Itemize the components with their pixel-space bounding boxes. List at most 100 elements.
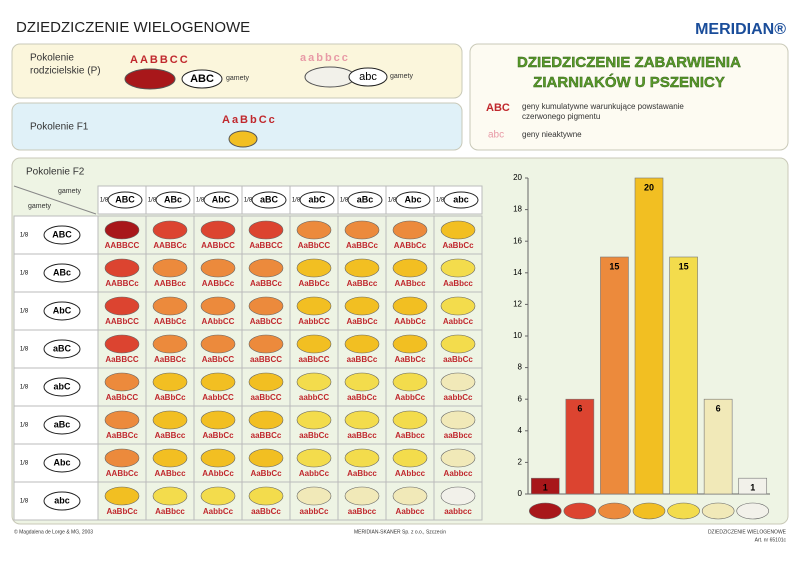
genotype: AaBbCc bbox=[394, 355, 426, 364]
kernel bbox=[152, 372, 188, 392]
gamete: ABC bbox=[190, 73, 214, 85]
kernel bbox=[440, 486, 476, 506]
fraction: 1/8 bbox=[388, 198, 397, 204]
gamete-oval bbox=[395, 191, 431, 209]
kernel bbox=[344, 410, 380, 430]
genotype: aaBbcc bbox=[348, 507, 377, 516]
gamete-oval bbox=[107, 191, 143, 209]
kernel bbox=[104, 486, 140, 506]
gamete-oval bbox=[443, 191, 479, 209]
brand: MERIDIAN® bbox=[695, 21, 786, 38]
gametes-label: gamety bbox=[390, 73, 413, 80]
kernel bbox=[248, 448, 284, 468]
kernel bbox=[344, 486, 380, 506]
kernel bbox=[104, 296, 140, 316]
gamete-oval bbox=[43, 339, 81, 359]
kernel bbox=[248, 372, 284, 392]
gamete: abc bbox=[453, 194, 469, 204]
genotype: aaBbCc bbox=[443, 355, 473, 364]
kernel bbox=[296, 410, 332, 430]
genotype: AABbCC bbox=[201, 241, 235, 250]
value-label: 1 bbox=[543, 483, 548, 493]
kernel bbox=[344, 258, 380, 278]
genotype: AABbCc bbox=[202, 279, 235, 288]
genotype: AaBbCc bbox=[222, 114, 277, 126]
kernel bbox=[440, 258, 476, 278]
fraction: 1/8 bbox=[436, 198, 445, 204]
kernel bbox=[104, 334, 140, 354]
fraction: 1/8 bbox=[100, 198, 109, 204]
value-label: 6 bbox=[716, 404, 721, 414]
genotype: AaBbcc bbox=[395, 431, 425, 440]
article: Art. nr 65101c bbox=[755, 537, 787, 543]
kernel bbox=[392, 258, 428, 278]
fraction: 1/8 bbox=[20, 309, 29, 315]
kernel bbox=[152, 296, 188, 316]
kernel bbox=[200, 334, 236, 354]
genotype: aaBbCc bbox=[299, 431, 329, 440]
parental-label: Pokolenie bbox=[30, 53, 74, 64]
gamete: Abc bbox=[404, 194, 421, 204]
genotype: aaBBcc bbox=[347, 431, 377, 440]
kernel bbox=[104, 258, 140, 278]
parental-label: rodzicielskie (P) bbox=[30, 66, 101, 77]
genotype: AABBCc bbox=[153, 241, 187, 250]
genotype: aabbcc bbox=[444, 507, 472, 516]
gamete: aBC bbox=[53, 343, 72, 353]
info-title: ZIARNIAKÓW U PSZENICY bbox=[533, 73, 725, 91]
legend-symbol: ABC bbox=[486, 102, 510, 114]
kernel bbox=[104, 448, 140, 468]
genotype: AaBbCc bbox=[346, 317, 378, 326]
gamete: abC bbox=[53, 381, 71, 391]
kernel bbox=[736, 502, 770, 520]
genotype: aabbcc bbox=[300, 52, 350, 64]
kernel bbox=[296, 448, 332, 468]
kernel bbox=[152, 448, 188, 468]
kernel bbox=[528, 502, 562, 520]
genotype: AaBbCc bbox=[250, 469, 282, 478]
gamete-oval bbox=[43, 453, 81, 473]
value-label: 1 bbox=[750, 483, 755, 493]
bar bbox=[669, 256, 698, 495]
genotype: aabbCc bbox=[444, 393, 473, 402]
kernel bbox=[152, 486, 188, 506]
fraction: 1/8 bbox=[244, 198, 253, 204]
genotype: AabbCC bbox=[298, 317, 330, 326]
fraction: 1/8 bbox=[20, 271, 29, 277]
fraction: 1/8 bbox=[148, 198, 157, 204]
bar bbox=[738, 477, 768, 495]
genotype: AabbCc bbox=[299, 469, 330, 478]
genotype: AabbCc bbox=[203, 507, 234, 516]
kernel bbox=[304, 66, 356, 88]
kernel bbox=[440, 372, 476, 392]
kernel bbox=[392, 486, 428, 506]
genotype: AABbCc bbox=[394, 241, 427, 250]
fraction: 1/8 bbox=[20, 233, 29, 239]
genotype: aaBBCc bbox=[347, 355, 378, 364]
gamete-oval bbox=[43, 301, 81, 321]
kernel bbox=[344, 334, 380, 354]
y-tick-label: 8 bbox=[518, 363, 523, 372]
legend-text: geny kumulatywne warunkujące powstawanie bbox=[522, 102, 684, 111]
gametes-label: gamety bbox=[226, 75, 249, 82]
kernel bbox=[701, 502, 735, 520]
kernel bbox=[124, 68, 176, 90]
gamete: abc bbox=[359, 71, 377, 83]
title: DZIEDZICZENIE WIELOGENOWE bbox=[16, 19, 250, 36]
genotype: AaBbCc bbox=[442, 241, 474, 250]
fraction: 1/8 bbox=[292, 198, 301, 204]
kernel bbox=[440, 334, 476, 354]
y-tick-label: 12 bbox=[513, 300, 522, 309]
genotype: AaBbcc bbox=[347, 469, 377, 478]
gamete-oval bbox=[347, 191, 383, 209]
genotype: AaBBcc bbox=[347, 279, 378, 288]
gamete-oval bbox=[155, 191, 191, 209]
kernel bbox=[228, 130, 258, 148]
genotype: aaBbcc bbox=[444, 431, 473, 440]
value-label: 20 bbox=[644, 182, 654, 192]
fraction: 1/8 bbox=[340, 198, 349, 204]
genotype: AaBbCC bbox=[202, 355, 235, 364]
genotype: AABbCc bbox=[154, 317, 187, 326]
kernel bbox=[632, 502, 666, 520]
genotype: AaBBCC bbox=[105, 355, 139, 364]
